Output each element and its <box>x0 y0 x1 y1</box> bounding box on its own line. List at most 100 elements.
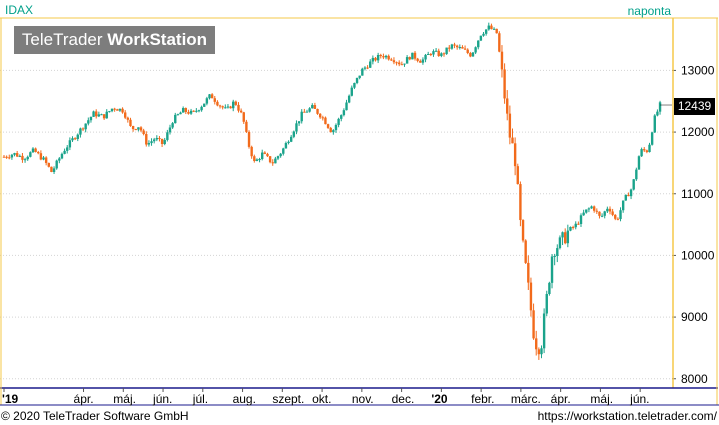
candle <box>192 110 195 113</box>
candle <box>453 42 456 49</box>
candle <box>232 99 235 112</box>
candle <box>500 45 504 78</box>
candle <box>266 152 269 157</box>
candle <box>529 277 533 317</box>
candle <box>450 43 454 50</box>
candle <box>195 108 198 113</box>
candle <box>189 108 193 115</box>
candle <box>311 103 314 109</box>
candle <box>81 127 85 132</box>
candle <box>479 35 483 42</box>
x-tick-label: szept. <box>272 392 304 406</box>
candle <box>405 55 409 64</box>
x-tick-label: dec. <box>392 392 415 406</box>
candle <box>621 200 625 213</box>
last-price-badge: 12439 <box>674 98 715 115</box>
candle <box>68 137 72 151</box>
candle <box>131 125 135 132</box>
symbol-label: IDAX <box>5 3 34 17</box>
candle <box>437 48 440 57</box>
candle <box>123 110 127 120</box>
x-tick-label: '20 <box>431 392 448 406</box>
candle <box>477 40 480 50</box>
candle <box>347 94 351 104</box>
candle <box>10 153 14 160</box>
candle <box>376 52 380 64</box>
candle <box>519 181 522 227</box>
candle <box>490 23 493 30</box>
candle <box>442 52 446 57</box>
candle <box>398 60 401 67</box>
candle <box>181 106 185 113</box>
candle <box>466 48 469 55</box>
candle <box>326 123 330 129</box>
candle <box>150 138 153 146</box>
candle <box>413 51 417 61</box>
candle <box>648 142 651 153</box>
candle <box>637 155 641 170</box>
candle <box>484 29 488 36</box>
candle <box>448 45 451 52</box>
y-tick-label: 8000 <box>681 372 708 386</box>
candle <box>395 61 398 66</box>
candle <box>353 82 356 90</box>
candle <box>308 107 311 113</box>
candle <box>511 128 514 144</box>
candle <box>434 48 438 52</box>
candle <box>76 133 79 142</box>
candle <box>84 123 87 133</box>
candle <box>595 208 599 214</box>
candle <box>316 108 319 115</box>
candle <box>95 109 98 119</box>
y-tick-label: 10000 <box>681 248 715 262</box>
candle <box>461 45 464 49</box>
candle <box>432 49 435 57</box>
candle <box>566 224 570 248</box>
candle <box>205 96 209 106</box>
candle <box>21 152 24 163</box>
candle <box>274 156 277 164</box>
candle <box>145 131 148 147</box>
candle <box>102 114 106 120</box>
candle <box>650 131 654 146</box>
candle <box>524 239 527 265</box>
candle <box>242 111 245 124</box>
candle <box>424 53 427 63</box>
candle <box>558 235 562 250</box>
grid <box>0 69 672 380</box>
y-tick-label: 12000 <box>681 125 715 139</box>
candle <box>553 253 556 266</box>
candle <box>577 221 580 225</box>
x-tick-label: nov. <box>352 392 374 406</box>
candle <box>521 219 525 243</box>
candle <box>390 57 393 61</box>
candle <box>92 110 95 117</box>
candle <box>337 117 340 128</box>
candle <box>2 155 6 158</box>
candle <box>606 206 609 214</box>
candle <box>15 150 19 158</box>
candle <box>71 136 74 142</box>
candle <box>295 120 298 135</box>
candle <box>498 31 501 53</box>
candle <box>174 112 177 124</box>
x-tick-label: márc. <box>511 392 541 406</box>
website-link[interactable]: https://workstation.teletrader.com/ <box>537 409 717 423</box>
candle <box>513 137 517 176</box>
candle <box>155 135 159 142</box>
candle <box>632 178 635 191</box>
candle <box>234 100 238 106</box>
candle <box>366 65 369 70</box>
teletrader-logo: TeleTrader WorkStation <box>14 26 215 54</box>
candle <box>237 102 240 113</box>
candle <box>210 93 214 99</box>
candle <box>116 108 119 111</box>
candle <box>590 205 593 209</box>
candle <box>44 156 48 166</box>
x-tick-label: ápr. <box>551 392 571 406</box>
candle <box>113 107 116 112</box>
candle <box>258 157 261 163</box>
candle <box>382 53 385 60</box>
x-tick-label: máj. <box>590 392 613 406</box>
x-tick-label: jún. <box>629 392 649 406</box>
